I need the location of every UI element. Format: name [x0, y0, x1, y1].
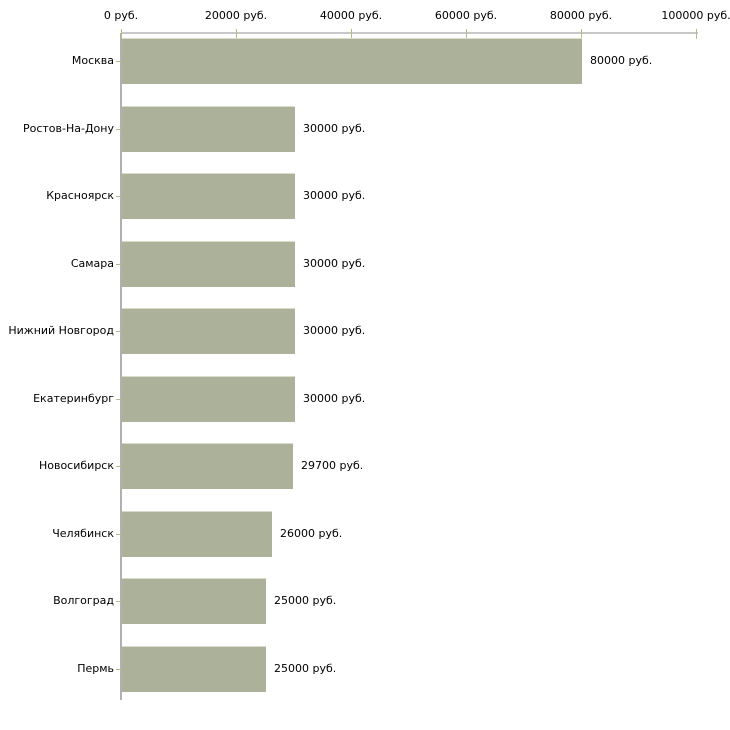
category-tick-mark	[116, 669, 121, 670]
category-label: Челябинск	[52, 527, 114, 540]
tick-mark	[466, 29, 467, 39]
category-label: Ростов-На-Дону	[22, 122, 114, 135]
x-axis-tick-label: 80000 руб.	[549, 9, 613, 22]
bar	[122, 376, 295, 422]
value-label: 30000 руб.	[303, 324, 366, 337]
category-tick-mark	[116, 534, 121, 535]
category-label: Волгоград	[53, 594, 114, 607]
bar-row: Пермь 25000 руб.	[0, 646, 730, 692]
tick-mark	[351, 29, 352, 39]
value-label: 26000 руб.	[280, 527, 343, 540]
tick-mark	[696, 29, 697, 39]
bar	[122, 241, 295, 287]
category-label: Самара	[70, 257, 114, 270]
value-label: 25000 руб.	[274, 662, 337, 675]
bar	[122, 38, 582, 84]
value-label: 30000 руб.	[303, 189, 366, 202]
x-axis-tick-label: 0 руб.	[103, 9, 139, 22]
bar-row: Красноярск 30000 руб.	[0, 173, 730, 219]
category-label: Красноярск	[46, 189, 114, 202]
tick-mark	[121, 29, 122, 39]
bar-row: Москва 80000 руб.	[0, 38, 730, 84]
bar-row: Новосибирск 29700 руб.	[0, 443, 730, 489]
x-axis-line	[121, 32, 698, 34]
bar	[122, 443, 293, 489]
category-label: Новосибирск	[38, 459, 114, 472]
x-axis-tick-label: 40000 руб.	[319, 9, 383, 22]
category-tick-mark	[116, 61, 121, 62]
category-tick-mark	[116, 601, 121, 602]
category-tick-mark	[116, 399, 121, 400]
bar-row: Ростов-На-Дону 30000 руб.	[0, 106, 730, 152]
bar-row: Волгоград 25000 руб.	[0, 578, 730, 624]
category-label: Москва	[71, 54, 114, 67]
value-label: 29700 руб.	[301, 459, 364, 472]
bar-row: Челябинск 26000 руб.	[0, 511, 730, 557]
category-label: Нижний Новгород	[8, 324, 114, 337]
bar	[122, 578, 266, 624]
bar-row: Самара 30000 руб.	[0, 241, 730, 287]
x-axis-tick-label: 20000 руб.	[204, 9, 268, 22]
category-label: Пермь	[77, 662, 114, 675]
value-label: 30000 руб.	[303, 122, 366, 135]
y-axis-line	[120, 33, 122, 700]
bar	[122, 511, 272, 557]
x-axis-tick-label: 60000 руб.	[434, 9, 498, 22]
category-tick-mark	[116, 264, 121, 265]
bar-row: Нижний Новгород 30000 руб.	[0, 308, 730, 354]
value-label: 25000 руб.	[274, 594, 337, 607]
bar-row: Екатеринбург 30000 руб.	[0, 376, 730, 422]
value-label: 30000 руб.	[303, 257, 366, 270]
bar	[122, 106, 295, 152]
x-axis-tick-label: 100000 руб.	[661, 9, 730, 22]
value-label: 80000 руб.	[590, 54, 653, 67]
category-tick-mark	[116, 331, 121, 332]
category-tick-mark	[116, 129, 121, 130]
category-tick-mark	[116, 196, 121, 197]
tick-mark	[236, 29, 237, 39]
bar	[122, 646, 266, 692]
value-label: 30000 руб.	[303, 392, 366, 405]
tick-mark	[581, 29, 582, 39]
bar	[122, 173, 295, 219]
category-tick-mark	[116, 466, 121, 467]
category-label: Екатеринбург	[33, 392, 114, 405]
bar	[122, 308, 295, 354]
